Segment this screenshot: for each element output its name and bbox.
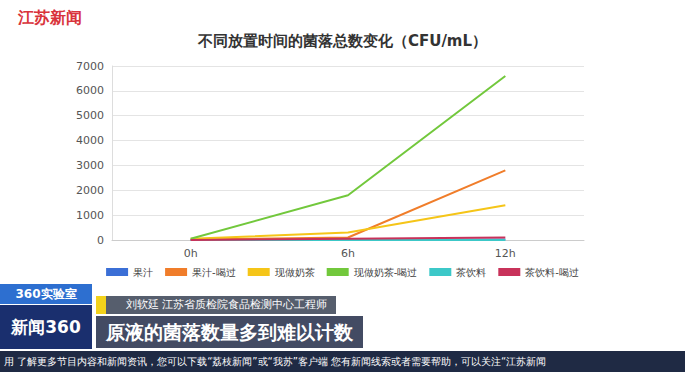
html-text:新闻360: 新闻360 <box>11 317 81 337</box>
html-text:360实验室: 360实验室 <box>15 287 77 301</box>
svg-text:果汁: 果汁 <box>133 267 153 278</box>
svg-text:现做奶茶: 现做奶茶 <box>275 267 315 278</box>
svg-text:7000: 7000 <box>76 60 104 73</box>
svg-text:4000: 4000 <box>76 134 104 147</box>
html-text:刘软廷 江苏省质检院食品检测中心工程师: 刘软廷 江苏省质检院食品检测中心工程师 <box>126 298 328 311</box>
svg-text:6h: 6h <box>341 247 355 260</box>
html-text:用 了解更多节目内容和新闻资讯，您可以下载“荔枝新闻”或“我: 用 了解更多节目内容和新闻资讯，您可以下载“荔枝新闻”或“我苏”客户端 您有新闻… <box>4 356 547 367</box>
svg-text:不同放置时间的菌落总数变化（CFU/mL）: 不同放置时间的菌落总数变化（CFU/mL） <box>197 32 487 50</box>
html-text:原液的菌落数量多到难以计数: 原液的菌落数量多到难以计数 <box>106 321 353 343</box>
svg-text:0: 0 <box>97 234 104 247</box>
svg-text:1000: 1000 <box>76 209 104 222</box>
svg-text:茶饮料: 茶饮料 <box>456 267 486 278</box>
svg-text:6000: 6000 <box>76 84 104 97</box>
svg-text:12h: 12h <box>495 247 516 260</box>
svg-text:3000: 3000 <box>76 159 104 172</box>
svg-text:0h: 0h <box>184 247 198 260</box>
html-text:江苏新闻: 江苏新闻 <box>18 8 82 27</box>
svg-text:现做奶茶-喝过: 现做奶茶-喝过 <box>354 267 418 278</box>
svg-text:茶饮料-喝过: 茶饮料-喝过 <box>525 267 579 278</box>
svg-text:2000: 2000 <box>76 184 104 197</box>
svg-text:5000: 5000 <box>76 109 104 122</box>
svg-text:果汁-喝过: 果汁-喝过 <box>192 267 236 278</box>
